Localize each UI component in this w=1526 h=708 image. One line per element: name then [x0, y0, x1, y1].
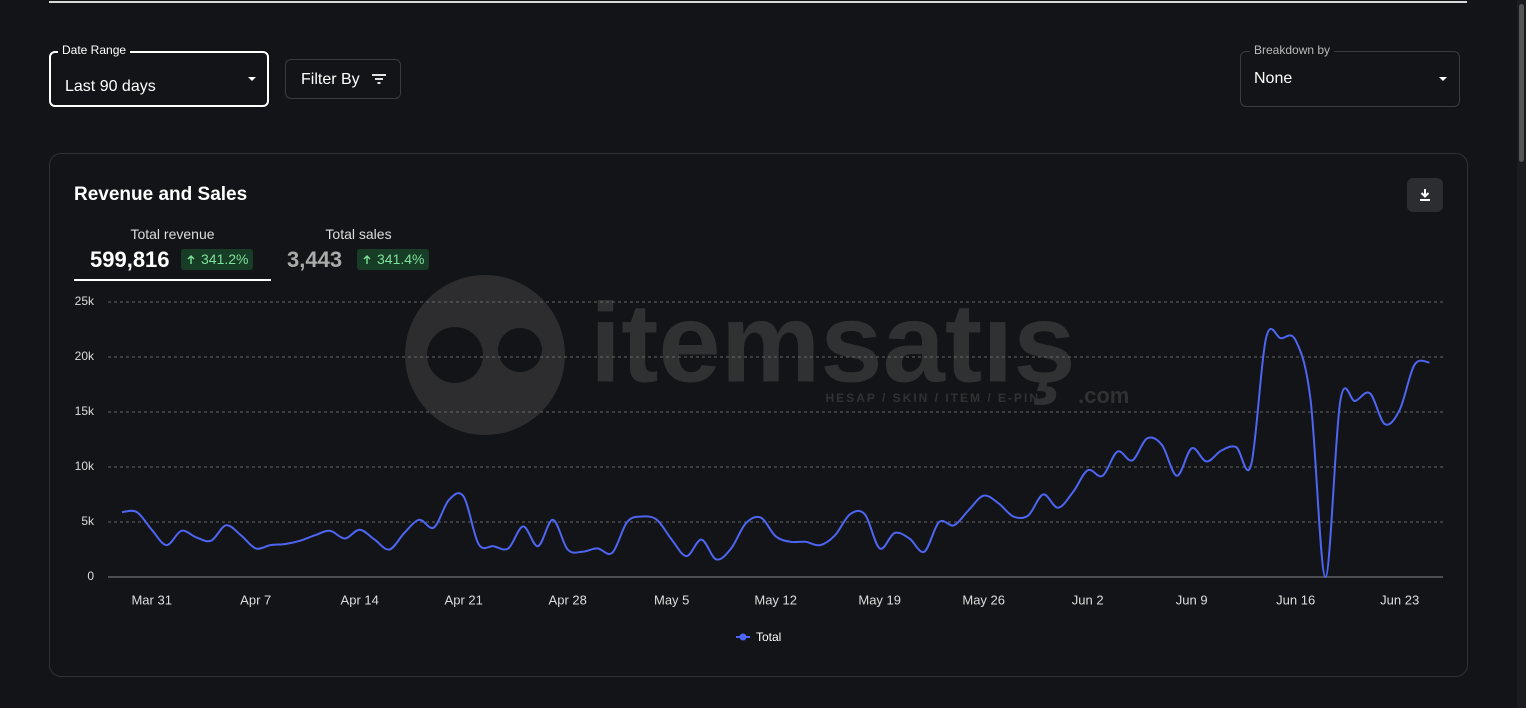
y-tick-label: 0	[87, 569, 94, 583]
x-tick-label: Apr 7	[240, 592, 271, 607]
filter-icon	[372, 74, 386, 84]
x-tick-label: Jun 2	[1072, 592, 1104, 607]
x-tick-label: Apr 21	[445, 592, 483, 607]
metric-tab[interactable]: Total revenue 599,816 341.2%	[74, 224, 271, 281]
y-tick-label: 10k	[75, 459, 95, 473]
download-icon	[1420, 189, 1430, 201]
select-value: None	[1254, 70, 1293, 87]
metric-change: 341.2%	[181, 249, 254, 270]
series-line	[121, 327, 1430, 579]
watermark-suffix: .com	[1078, 383, 1129, 408]
watermark-brand: itemsatış	[590, 281, 1076, 406]
legend-label: Total	[756, 630, 781, 644]
metric-label: Total sales	[325, 226, 392, 242]
scrollbar[interactable]	[1517, 0, 1526, 708]
caret	[248, 77, 256, 81]
button-label: Filter By	[301, 71, 360, 88]
y-tick-label: 25k	[75, 294, 95, 308]
watermark-logo	[405, 275, 565, 435]
x-tick-label: Jun 9	[1176, 592, 1208, 607]
x-tick-label: May 5	[654, 592, 689, 607]
filter-button[interactable]: Filter By	[285, 59, 401, 99]
chart-card	[49, 153, 1468, 677]
watermark-logo	[498, 328, 542, 372]
chart: itemsatış HESAP / SKIN / ITEM / E-PIN .c…	[75, 275, 1443, 644]
y-tick-label: 20k	[75, 349, 95, 363]
top-rule	[49, 1, 1467, 3]
metric-value: 599,816	[90, 247, 170, 272]
breakdown-select[interactable]: None	[1240, 51, 1460, 107]
x-tick-label: May 12	[754, 592, 797, 607]
x-tick-label: May 19	[858, 592, 901, 607]
metric-tab[interactable]: Total sales 3,443 341.4%	[271, 224, 446, 279]
watermark-logo	[427, 327, 483, 383]
y-tick-label: 15k	[75, 404, 95, 418]
watermark-tagline: HESAP / SKIN / ITEM / E-PIN	[826, 391, 1040, 405]
up-arrow	[187, 255, 195, 264]
metric-value: 3,443	[287, 247, 343, 272]
metric-label: Total revenue	[130, 226, 215, 242]
x-tick-label: Apr 14	[341, 592, 379, 607]
up-arrow	[363, 255, 371, 264]
x-tick-label: Jun 23	[1380, 592, 1419, 607]
x-tick-label: Mar 31	[131, 592, 171, 607]
x-tick-label: May 26	[962, 592, 1005, 607]
select-label: Date Range	[58, 43, 131, 57]
x-tick-label: Apr 28	[549, 592, 587, 607]
watermark: itemsatış HESAP / SKIN / ITEM / E-PIN .c…	[405, 275, 1129, 435]
scroll-thumb[interactable]	[1519, 4, 1524, 162]
select-value: Last 90 days	[65, 78, 156, 95]
caret	[1439, 77, 1447, 81]
date-range-select[interactable]: Last 90 days	[49, 51, 269, 107]
metric-change: 341.4%	[357, 249, 430, 270]
card-title: Revenue and Sales	[74, 184, 248, 205]
x-tick-label: Jun 16	[1276, 592, 1315, 607]
legend-swatch	[739, 633, 747, 641]
download-button[interactable]	[1407, 178, 1443, 212]
y-tick-label: 5k	[81, 514, 95, 528]
select-label: Breakdown by	[1250, 43, 1335, 57]
